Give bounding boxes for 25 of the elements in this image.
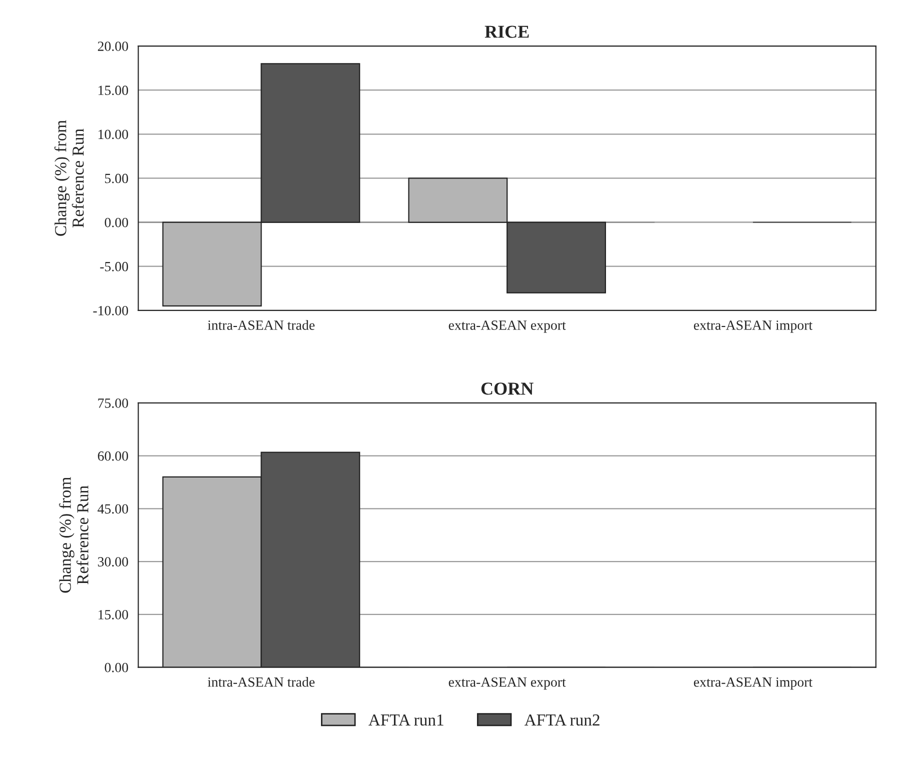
x-tick-label: extra-ASEAN export: [448, 677, 566, 690]
y-tick-label: 75.00: [98, 398, 128, 408]
y-tick-label: 15.00: [98, 610, 128, 620]
y-tick-label: -5.00: [100, 262, 128, 272]
y-tick-label: 5.00: [105, 174, 128, 184]
y-tick-label: 20.00: [98, 42, 128, 52]
x-tick-label: intra-ASEAN trade: [208, 320, 315, 330]
y-tick-label: 15.00: [98, 86, 128, 96]
y-tick-label: 60.00: [98, 451, 128, 461]
legend-label: AFTA run2: [524, 714, 600, 726]
chart-title: RICE: [484, 26, 529, 38]
y-tick-label: 10.00: [98, 130, 128, 140]
legend-label: AFTA run1: [368, 714, 444, 726]
y-tick-label: 0.00: [104, 662, 128, 672]
y-tick-label: 30.00: [98, 557, 128, 567]
y-axis-title: Change (%) from Reference Run: [59, 477, 88, 593]
x-tick-label: extra-ASEAN import: [694, 320, 812, 333]
y-tick-label: -10.00: [93, 306, 128, 316]
x-tick-label: extra-ASEAN import: [694, 677, 812, 690]
y-tick-label: 0.00: [104, 218, 128, 228]
y-tick-label: 45.00: [98, 504, 128, 514]
x-tick-label: intra-ASEAN trade: [208, 677, 315, 687]
y-axis-title: Change (%) from Reference Run: [54, 120, 84, 236]
x-tick-label: extra-ASEAN export: [448, 320, 566, 333]
chart-title: CORN: [481, 382, 534, 395]
